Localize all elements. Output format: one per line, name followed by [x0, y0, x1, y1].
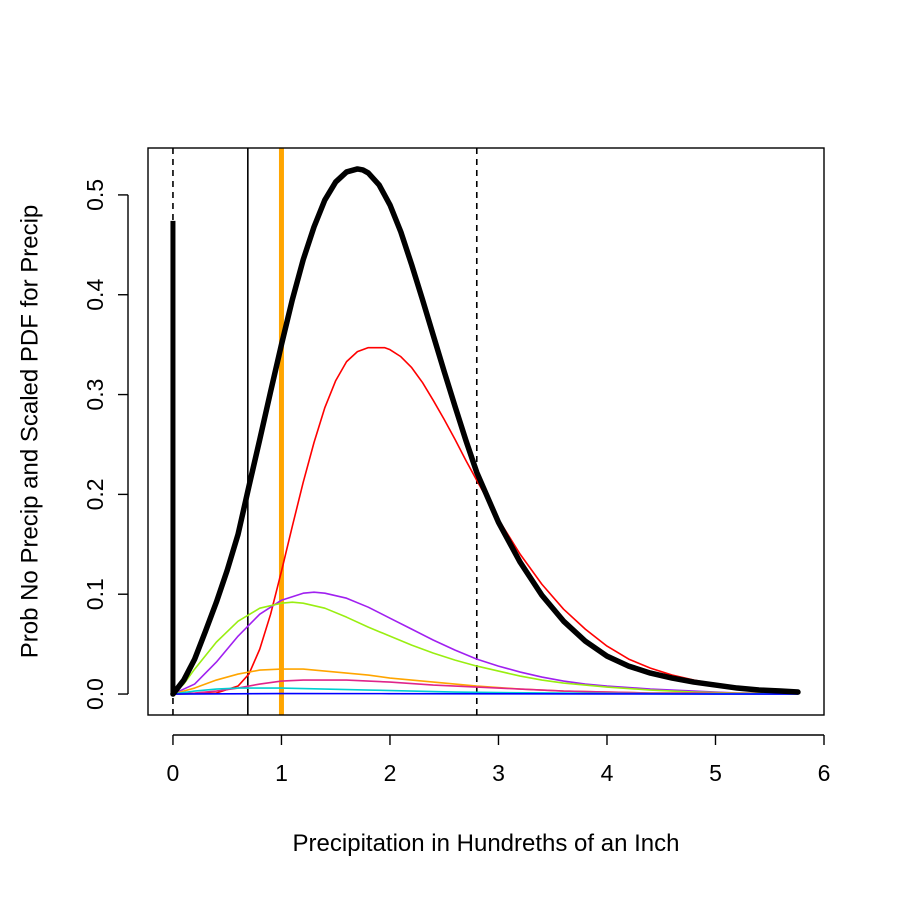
plot-lines	[170, 148, 801, 715]
y-axis-title: Prob No Precip and Scaled PDF for Precip	[17, 205, 44, 659]
x-axis: 0 1 2 3 4 5 6	[167, 734, 831, 786]
x-tick-label-2: 2	[384, 760, 397, 786]
y-tick-label-0: 0.0	[82, 678, 108, 710]
x-tick-label-0: 0	[167, 760, 180, 786]
series-line-2	[172, 591, 799, 695]
y-tick-label-3: 0.3	[82, 379, 108, 411]
series-line-3	[172, 601, 799, 695]
series-line-0	[170, 166, 801, 697]
x-tick-label-1: 1	[275, 760, 288, 786]
y-tick-label-1: 0.1	[82, 578, 108, 610]
x-tick-label-3: 3	[492, 760, 505, 786]
x-axis-title: Precipitation in Hundreths of an Inch	[293, 830, 680, 857]
x-tick-label-4: 4	[601, 760, 614, 786]
x-tick-label-6: 6	[818, 760, 831, 786]
y-axis: 0.0 0.1 0.2 0.3 0.4 0.5	[82, 179, 129, 710]
series-line-1	[172, 346, 799, 695]
y-tick-label-4: 0.4	[82, 279, 108, 311]
y-tick-label-2: 0.2	[82, 478, 108, 510]
x-tick-label-5: 5	[709, 760, 722, 786]
y-tick-label-5: 0.5	[82, 179, 108, 211]
plot-frame	[147, 147, 825, 716]
series-line-7	[172, 692, 799, 695]
